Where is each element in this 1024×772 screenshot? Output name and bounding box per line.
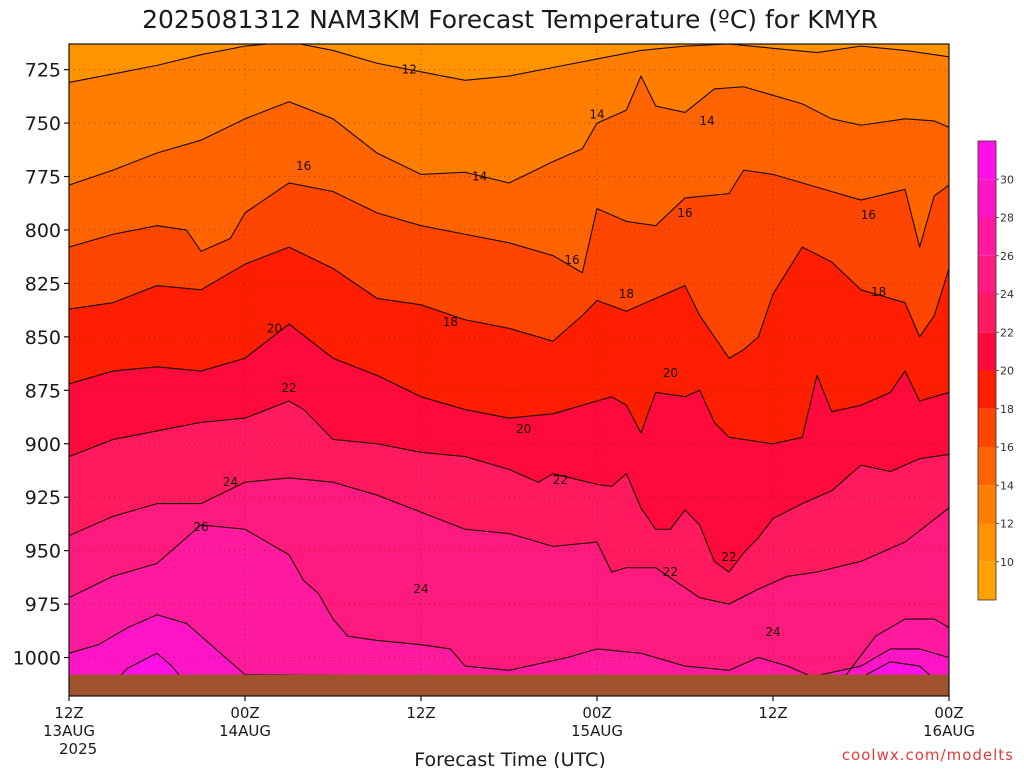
x-tick-date: 16AUG bbox=[923, 722, 975, 740]
x-tick-year: 2025 bbox=[59, 740, 97, 758]
legend-tick-label: 26 bbox=[1000, 250, 1014, 263]
isotherm-label: 20 bbox=[267, 321, 282, 335]
isotherm-18 bbox=[69, 246, 949, 359]
y-tick-label: 800 bbox=[25, 220, 61, 242]
isotherm-label: 12 bbox=[402, 63, 417, 77]
isotherm-label: 16 bbox=[564, 253, 579, 267]
source-credit: coolwx.com/modelts bbox=[842, 746, 1014, 764]
legend-band bbox=[978, 294, 996, 333]
temperature-bands bbox=[69, 44, 949, 696]
isotherm-lines bbox=[69, 44, 949, 686]
ground-strip bbox=[69, 674, 949, 696]
y-tick-label: 950 bbox=[25, 541, 61, 563]
y-tick-label: 750 bbox=[25, 113, 61, 135]
isotherm-20 bbox=[69, 323, 949, 445]
x-tick-label: 12Z bbox=[54, 704, 83, 722]
plot-frame bbox=[68, 43, 950, 697]
isotherm-16 bbox=[69, 169, 949, 274]
band-26 bbox=[69, 524, 949, 696]
isotherm-label: 26 bbox=[193, 520, 208, 534]
legend-band bbox=[978, 523, 996, 562]
isotherm-label: 22 bbox=[281, 381, 296, 395]
y-tick-label: 775 bbox=[25, 167, 61, 189]
isotherm-labels: 12 14 14 14 16 16 16 16 18 18 18 20 20 20 22 22 22 22 24 24… bbox=[193, 63, 886, 639]
y-tick-label: 825 bbox=[25, 273, 61, 295]
chart-title: 2025081312 NAM3KM Forecast Temperature (… bbox=[142, 5, 878, 34]
x-tick-date: 15AUG bbox=[571, 722, 623, 740]
y-tick-label: 875 bbox=[25, 380, 61, 402]
isotherm-label: 20 bbox=[516, 422, 531, 436]
axes: 725 750 775 800 825 850 875 900 925 950 975 1000 12Z… bbox=[13, 43, 975, 758]
legend-band bbox=[978, 332, 996, 371]
isotherm-label: 22 bbox=[663, 565, 678, 579]
isotherm-24 bbox=[69, 477, 949, 605]
x-tick-date: 13AUG bbox=[43, 722, 95, 740]
y-tick-label: 850 bbox=[25, 327, 61, 349]
legend-tick-label: 20 bbox=[1000, 365, 1014, 378]
x-tick-label: 12Z bbox=[758, 704, 787, 722]
x-tick-label: 00Z bbox=[582, 704, 611, 722]
isotherm-label: 24 bbox=[223, 475, 238, 489]
isotherm-label: 18 bbox=[871, 285, 886, 299]
isotherm-label: 16 bbox=[861, 208, 876, 222]
x-axis-label: Forecast Time (UTC) bbox=[414, 749, 605, 768]
legend-tick-label: 12 bbox=[1000, 518, 1014, 531]
legend-tick-label: 10 bbox=[1000, 556, 1014, 569]
x-tick-date: 14AUG bbox=[219, 722, 271, 740]
y-tick-label: 975 bbox=[25, 594, 61, 616]
legend-tick-label: 18 bbox=[1000, 403, 1014, 416]
isotherm-label: 24 bbox=[413, 582, 428, 596]
legend-band bbox=[978, 370, 996, 409]
legend-tick-label: 22 bbox=[1000, 326, 1014, 339]
legend-band bbox=[978, 561, 996, 600]
legend-band bbox=[978, 447, 996, 486]
isotherm-label: 16 bbox=[677, 206, 692, 220]
isotherm-label: 18 bbox=[619, 287, 634, 301]
legend-band bbox=[978, 255, 996, 294]
isotherm-12 bbox=[69, 44, 949, 84]
y-tick-label: 1000 bbox=[13, 648, 61, 670]
legend-tick-label: 14 bbox=[1000, 479, 1014, 492]
isotherm-label: 16 bbox=[296, 159, 311, 173]
legend-band bbox=[978, 485, 996, 524]
isotherm-label: 14 bbox=[472, 170, 487, 184]
legend-band bbox=[978, 217, 996, 256]
isotherm-label: 22 bbox=[721, 550, 736, 564]
legend-band bbox=[978, 408, 996, 447]
legend-tick-label: 24 bbox=[1000, 288, 1014, 301]
x-tick-label: 00Z bbox=[934, 704, 963, 722]
isotherm-label: 24 bbox=[765, 625, 780, 639]
y-tick-label: 900 bbox=[25, 434, 61, 456]
isotherm-28 bbox=[69, 614, 949, 680]
legend-band bbox=[978, 179, 996, 218]
ground-surface bbox=[69, 674, 949, 696]
isotherm-14 bbox=[69, 75, 949, 186]
isotherm-22 bbox=[69, 400, 949, 573]
y-tick-label: 725 bbox=[25, 60, 61, 82]
legend-band bbox=[978, 141, 996, 180]
isotherm-label: 14 bbox=[699, 114, 714, 128]
x-tick-label: 00Z bbox=[230, 704, 259, 722]
legend-tick-label: 28 bbox=[1000, 212, 1014, 225]
isotherm-label: 22 bbox=[553, 473, 568, 487]
isotherm-label: 20 bbox=[663, 366, 678, 380]
isotherm-label: 14 bbox=[589, 108, 604, 122]
x-tick-label: 12Z bbox=[406, 704, 435, 722]
legend-tick-label: 16 bbox=[1000, 441, 1014, 454]
color-legend: 10 12 14 16 18 20 22 24 26 28 30 bbox=[977, 140, 1014, 601]
y-tick-label: 925 bbox=[25, 487, 61, 509]
isotherm-label: 18 bbox=[443, 315, 458, 329]
legend-tick-label: 30 bbox=[1000, 173, 1014, 186]
